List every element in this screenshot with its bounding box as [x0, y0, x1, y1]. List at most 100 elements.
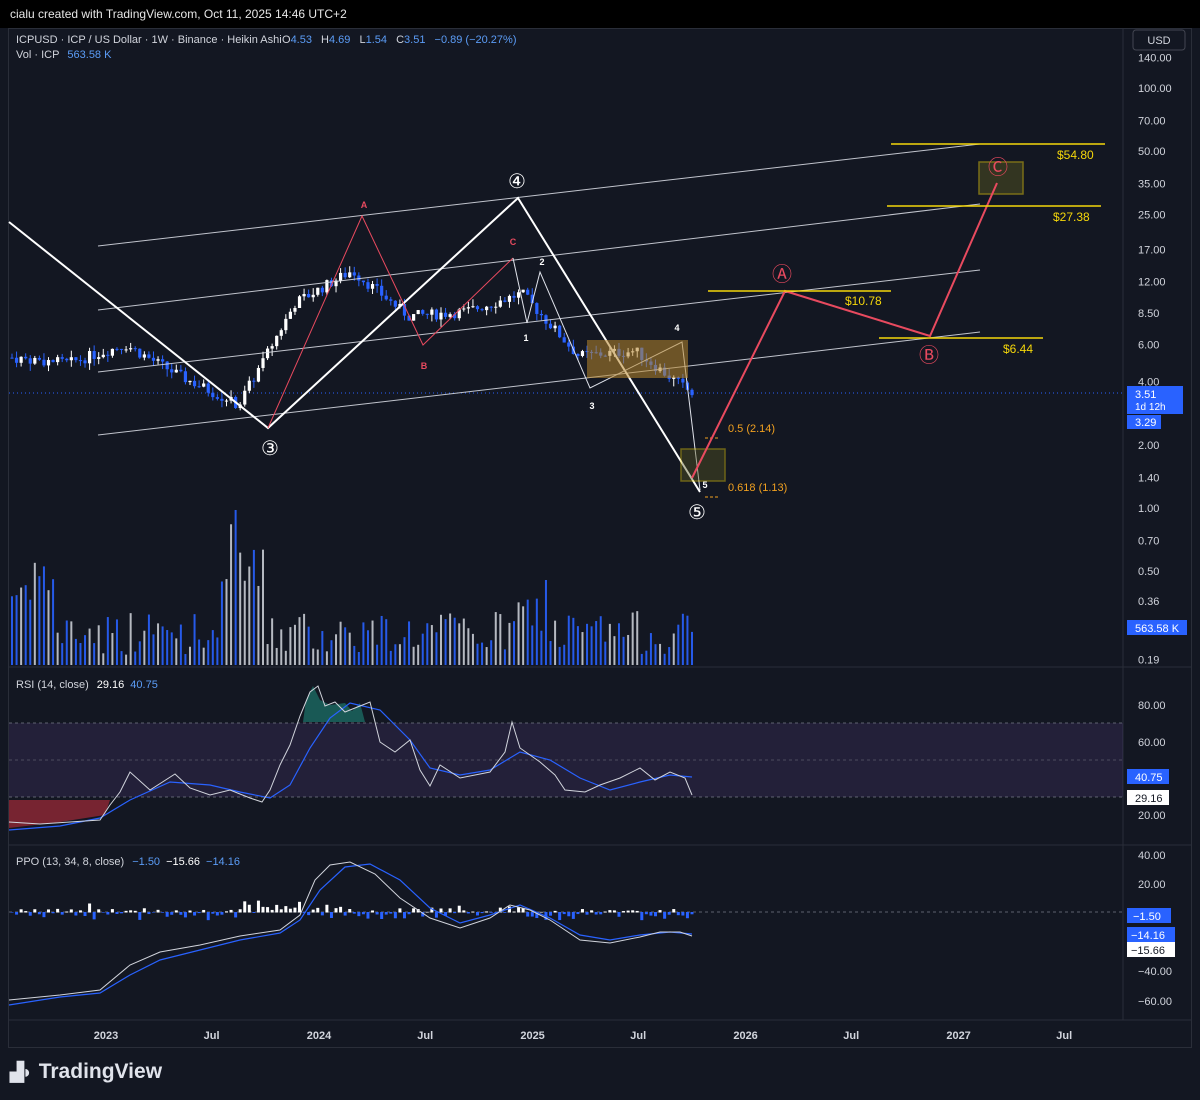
candle-body	[389, 299, 393, 301]
projection-path	[691, 182, 998, 479]
volume-bar	[275, 647, 278, 665]
time-axis-tick: Jul	[843, 1030, 859, 1042]
ppo-hist-bar	[371, 910, 375, 913]
volume-bar	[417, 644, 420, 665]
price-axis-tick: 140.00	[1138, 52, 1172, 64]
svg-text:−15.66: −15.66	[1131, 945, 1165, 957]
volume-bar	[307, 626, 310, 665]
ppo-hist-bar	[243, 901, 247, 913]
candlestick-series	[10, 266, 694, 411]
ppo-hist-bar	[120, 912, 124, 914]
volume-bar	[143, 630, 146, 665]
target-label-5480: $54.80	[1057, 148, 1094, 162]
candle-body	[46, 360, 51, 366]
volume-bar	[111, 633, 114, 665]
volume-bar	[93, 643, 96, 665]
candle-body	[416, 310, 420, 315]
candle-body	[562, 337, 566, 343]
volume-bar	[586, 623, 589, 665]
ppo-hist-bar	[151, 912, 155, 913]
volume-bar	[449, 613, 452, 665]
rsi-oversold-fill	[9, 800, 110, 828]
volume-bar	[106, 617, 109, 665]
ppo-hist-bar	[293, 907, 297, 913]
candle-body	[24, 356, 28, 359]
volume-bar	[403, 637, 406, 665]
ppo-hist-bar	[124, 910, 128, 913]
ppo-hist-bar	[252, 912, 256, 913]
candle-body	[676, 377, 680, 379]
candle-body	[567, 342, 571, 347]
ppo-hist-bar	[28, 912, 32, 916]
volume-bar	[453, 617, 456, 665]
volume-bar	[681, 613, 684, 665]
candle-body	[370, 284, 375, 289]
price-axis-tick: 6.00	[1138, 340, 1159, 352]
volume-bar	[567, 615, 570, 665]
candle-body	[325, 280, 329, 293]
target-label-2738: $27.38	[1053, 210, 1090, 224]
candle-body	[357, 275, 361, 281]
volume-tag: 563.58 K	[1127, 620, 1187, 635]
ppo-hist-bar	[92, 912, 96, 920]
time-axis-tick: 2026	[733, 1030, 757, 1042]
candle-body	[430, 309, 434, 315]
candle-body	[480, 309, 484, 311]
volume-bar	[125, 654, 128, 665]
candle-body	[352, 272, 356, 276]
ppo-histogram	[10, 900, 694, 921]
ppo-hist-bar	[498, 907, 502, 913]
candle-body	[106, 354, 110, 356]
candle-body	[151, 357, 156, 361]
attribution-text: cialu created with TradingView.com, Oct …	[10, 7, 347, 21]
time-axis-tick: Jul	[417, 1030, 433, 1042]
ppo-hist-bar	[553, 910, 557, 913]
wave-label-2: 2	[539, 257, 544, 267]
volume-bar	[435, 632, 438, 665]
wave-label-C-minor: C	[510, 237, 517, 247]
volume-bar	[102, 653, 105, 665]
ppo-hist-bar	[97, 909, 101, 913]
chart-frame[interactable]	[8, 28, 1192, 1048]
ppo-hist-bar	[667, 912, 671, 915]
ppo-hist-bar	[576, 912, 580, 915]
volume-bar	[398, 644, 401, 665]
time-axis-tick: Jul	[204, 1030, 220, 1042]
candle-body	[101, 354, 105, 358]
volume-bar	[608, 623, 611, 665]
candle-body	[170, 369, 174, 373]
tradingview-logo: ▟◗ TradingView	[10, 1060, 162, 1084]
svg-text:−1.50: −1.50	[1133, 911, 1161, 923]
volume-bar	[335, 634, 338, 665]
volume-bar	[312, 648, 315, 665]
volume-bar	[613, 636, 616, 665]
ppo-hist-bar	[220, 912, 224, 915]
currency-button[interactable]: USD	[1132, 29, 1186, 51]
volume-bar	[120, 651, 123, 665]
candle-body	[453, 314, 457, 319]
price-axis[interactable]: 140.00 100.00 70.00 50.00 35.00 25.00 17.00 12.…	[1138, 52, 1172, 666]
ppo-hist-bar	[10, 912, 14, 913]
ppo-hist-bar	[188, 910, 192, 913]
candle-body	[19, 356, 23, 363]
candle-body	[87, 351, 92, 364]
ppo-hist-bar	[133, 910, 137, 913]
ppo-hist-bar	[539, 911, 543, 913]
volume-bar	[517, 602, 520, 665]
volume-bar	[271, 618, 274, 665]
candle-body	[384, 295, 388, 300]
volume-bar	[239, 552, 242, 665]
ppo-hist-bar	[526, 912, 530, 917]
candle-body	[224, 400, 229, 402]
time-axis[interactable]: 2023 Jul 2024 Jul 2025 Jul 2026 Jul 2027 Jul	[94, 1030, 1072, 1042]
volume-bar	[257, 585, 260, 665]
volume-bar	[230, 524, 233, 665]
ppo-hist-bar	[585, 912, 589, 915]
volume-bar	[481, 642, 484, 665]
volume-bar	[193, 614, 196, 665]
ppo-hist-bar	[453, 912, 457, 914]
ppo-hist-bar	[380, 912, 384, 920]
candle-body	[393, 300, 397, 307]
ppo-hist-bar	[110, 909, 114, 913]
